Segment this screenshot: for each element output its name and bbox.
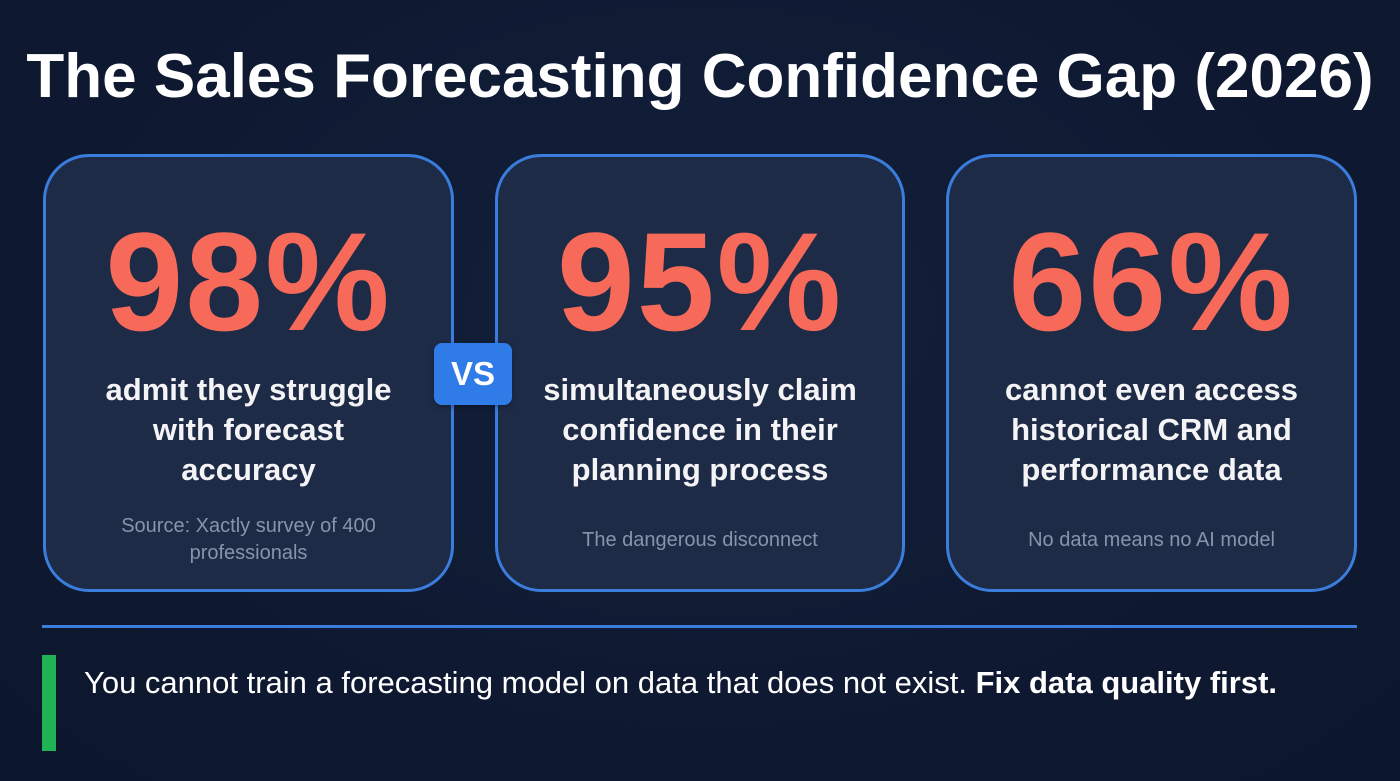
note-line: No data means no AI model [1028,529,1275,551]
section-divider [42,625,1357,628]
description-line: historical CRM and [1011,412,1292,447]
note-line: Source: Xactly survey of 400 [121,515,376,537]
stat-description: simultaneously claim confidence in their… [508,370,892,490]
stat-card-confidence: 95% simultaneously claim confidence in t… [495,154,905,592]
stat-card-data-access: 66% cannot even access historical CRM an… [946,154,1357,592]
stat-source-note: Source: Xactly survey of 400 professiona… [66,513,431,567]
description-line: admit they struggle [105,372,392,407]
page-title: The Sales Forecasting Confidence Gap (20… [26,42,1374,111]
stat-value: 66% [1008,203,1295,360]
description-line: performance data [1021,452,1282,487]
note-line: The dangerous disconnect [582,529,818,551]
takeaway-accent-bar [42,655,56,751]
description-line: with forecast [152,412,345,447]
stat-note: The dangerous disconnect [518,527,882,554]
description-line: confidence in their [562,412,838,447]
description-line: accuracy [181,452,316,487]
takeaway-regular: You cannot train a forecasting model on … [84,665,976,700]
takeaway-text: You cannot train a forecasting model on … [84,664,1284,702]
stat-description: admit they struggle with forecast accura… [56,370,441,490]
description-line: planning process [571,452,829,487]
stat-value: 98% [105,203,392,360]
note-line: professionals [189,542,308,564]
stat-description: cannot even access historical CRM and pe… [959,370,1344,490]
stat-card-struggle: 98% admit they struggle with forecast ac… [43,154,454,592]
stat-note: No data means no AI model [969,527,1334,554]
takeaway-emphasis: Fix data quality first. [975,665,1278,700]
stat-value: 95% [556,203,844,360]
description-line: cannot even access [1005,372,1298,407]
vs-badge: VS [434,343,512,405]
description-line: simultaneously claim [543,372,857,407]
